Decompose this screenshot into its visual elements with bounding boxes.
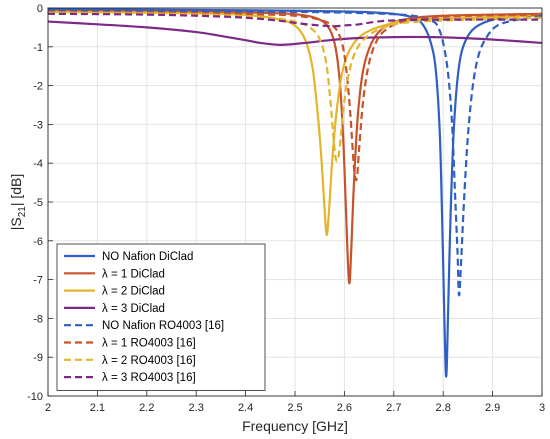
series-line-lambda-2-ro4003-16 (47, 11, 543, 163)
x-tick-label: 2.9 (485, 402, 500, 414)
legend-label-lambda-2-ro4003-16: λ = 2 RO4003 [16] (102, 355, 196, 367)
y-tick-label: -5 (33, 197, 43, 209)
x-tick-label: 2.3 (189, 402, 204, 414)
y-tick-label: -2 (33, 81, 43, 93)
tick-layer: 2 2.1 2.2 2.3 2.4 2.5 2.6 2.7 2.8 2.9 3 0 -1 -2 -3 -4 -5… (27, 3, 545, 414)
legend-label-lambda-1-diclad: λ = 1 DiClad (102, 268, 165, 280)
series-layer (47, 8, 543, 378)
x-tick-label: 2.2 (139, 402, 154, 414)
x-tick-label: 2 (45, 402, 51, 414)
legend-label-lambda-2-diclad: λ = 2 DiClad (102, 286, 165, 298)
series-line-lambda-1-ro4003-16 (47, 10, 543, 182)
y-tick-label: -7 (33, 275, 43, 287)
legend-label-lambda-3-ro4003-16: λ = 3 RO4003 [16] (102, 372, 196, 384)
x-tick-label: 2.8 (436, 402, 451, 414)
y-axis-title: |S21| [dB] (8, 174, 28, 231)
y-tick-label: -10 (27, 391, 43, 403)
series-line-lambda-1-diclad (47, 10, 543, 285)
legend-label-lambda-1-ro4003-16: λ = 1 RO4003 [16] (102, 338, 196, 350)
y-tick-label: -3 (33, 119, 43, 131)
y-tick-label: -4 (33, 158, 43, 170)
y-tick-label: 0 (37, 3, 43, 15)
legend-label-lambda-3-diclad: λ = 3 DiClad (102, 303, 165, 315)
y-tick-label: -9 (33, 352, 43, 364)
legend-box (56, 243, 266, 391)
series-line-lambda-3-diclad (47, 20, 543, 46)
legend-label-no-nafion-diclad: NO Nafion DiClad (102, 251, 193, 263)
x-tick-label: 2.7 (386, 402, 401, 414)
series-line-no-nafion-ro4003-16 (47, 9, 543, 297)
x-tick-label: 2.4 (238, 402, 253, 414)
x-tick-label: 3 (539, 402, 545, 414)
legend-label-no-nafion-ro4003-16: NO Nafion RO4003 [16] (102, 320, 224, 332)
x-axis-title: Frequency [GHz] (242, 418, 348, 434)
y-tick-label: -1 (33, 42, 43, 54)
y-tick-label: -6 (33, 236, 43, 248)
x-tick-label: 2.6 (337, 402, 352, 414)
series-line-no-nafion-diclad (47, 8, 543, 378)
y-tick-label: -8 (33, 313, 43, 325)
x-tick-label: 2.5 (287, 402, 302, 414)
series-line-lambda-3-ro4003-16 (47, 12, 543, 28)
legend: NO Nafion DiClad λ = 1 DiClad λ = 2 DiClad… (56, 243, 266, 391)
x-tick-label: 2.1 (90, 402, 105, 414)
